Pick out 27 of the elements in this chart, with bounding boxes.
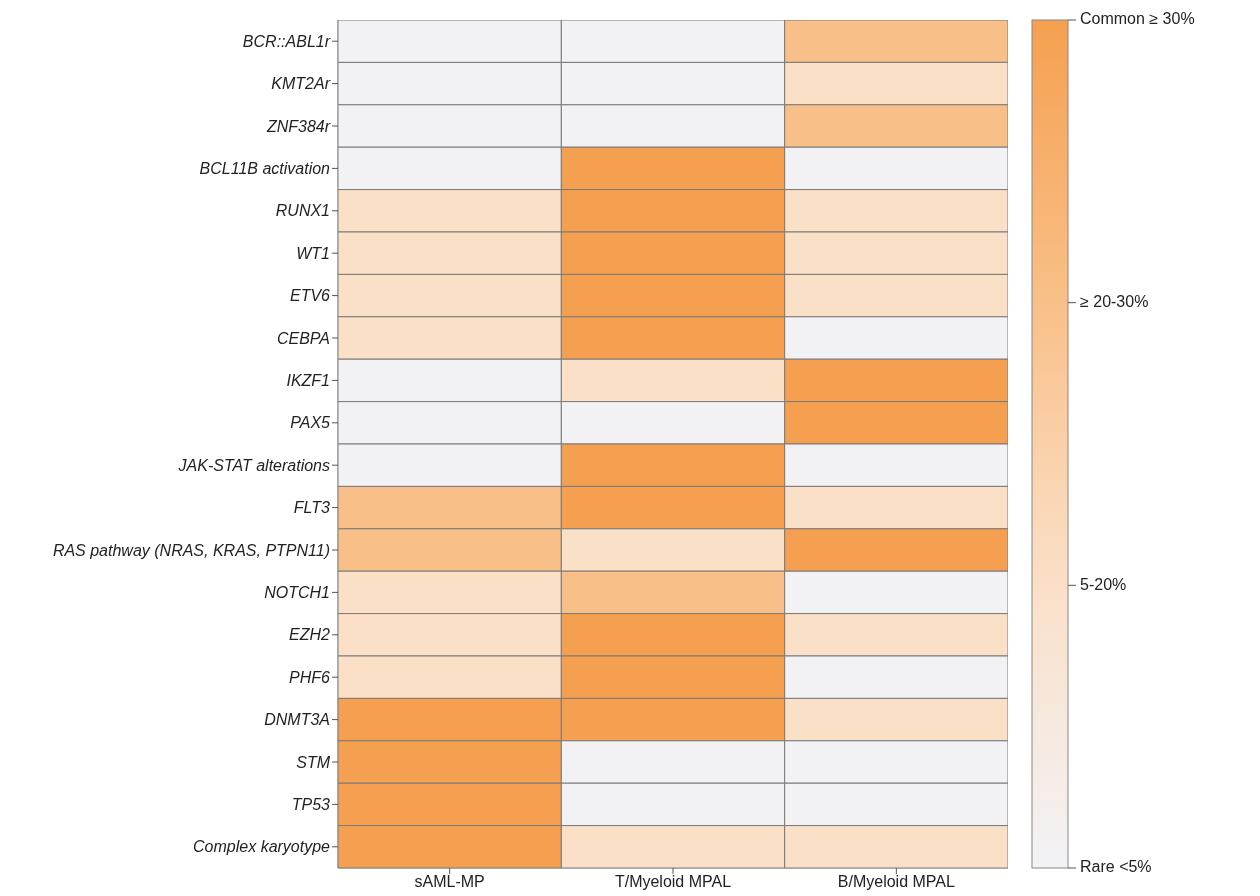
y-tick-label: RAS pathway (NRAS, KRAS, PTPN11) <box>52 541 330 559</box>
y-tick-label: ETV6 <box>289 287 331 305</box>
y-tick-label: BCR::ABL1r <box>242 32 331 50</box>
y-tick-label: JAK-STAT alterations <box>177 456 330 474</box>
x-tick-label: sAML-MP <box>414 873 485 891</box>
y-tick-label: STM <box>296 753 331 771</box>
color-bar-label: ≥ 20-30% <box>1080 292 1149 310</box>
y-tick-label: EZH2 <box>289 626 331 644</box>
y-tick-label: FLT3 <box>293 499 331 517</box>
y-tick-label: BCL11B activation <box>199 160 331 178</box>
x-tick-label: B/Myeloid MPAL <box>837 873 955 891</box>
y-tick-label: PAX5 <box>290 414 331 432</box>
x-tick-label: T/Myeloid MPAL <box>614 873 732 891</box>
color-bar-label: Common ≥ 30% <box>1080 10 1195 28</box>
y-tick-label: CEBPA <box>276 329 330 347</box>
y-tick-label: RUNX1 <box>275 202 330 220</box>
color-bar-label: 5-20% <box>1080 575 1127 593</box>
y-tick-label: Complex karyotype <box>193 838 331 856</box>
y-tick-label: DNMT3A <box>264 711 330 729</box>
y-tick-label: KMT2Ar <box>271 75 331 93</box>
y-tick-label: ZNF384r <box>265 117 331 135</box>
y-tick-label: PHF6 <box>289 668 331 686</box>
y-tick-label: WT1 <box>296 244 330 262</box>
y-tick-label: IKZF1 <box>286 372 330 390</box>
y-tick-label: TP53 <box>291 796 331 814</box>
color-bar-label: Rare <5% <box>1080 858 1152 876</box>
y-tick-label: NOTCH1 <box>264 584 330 602</box>
